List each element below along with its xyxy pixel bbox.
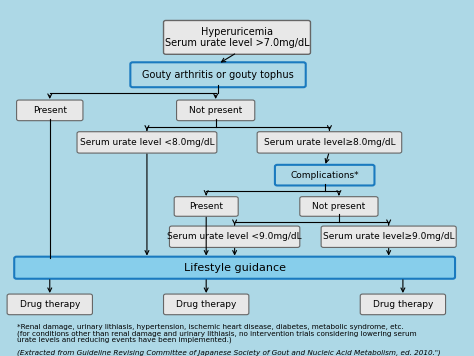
FancyBboxPatch shape xyxy=(164,20,310,54)
Text: Drug therapy: Drug therapy xyxy=(176,300,237,309)
Text: Present: Present xyxy=(33,106,67,115)
FancyBboxPatch shape xyxy=(321,226,456,247)
Text: Gouty arthritis or gouty tophus: Gouty arthritis or gouty tophus xyxy=(142,70,294,80)
FancyBboxPatch shape xyxy=(77,132,217,153)
Text: (Extracted from Guideline Revising Committee of Japanese Society of Gout and Nuc: (Extracted from Guideline Revising Commi… xyxy=(17,350,440,356)
Text: Complications*: Complications* xyxy=(291,171,359,180)
FancyBboxPatch shape xyxy=(169,226,300,247)
FancyBboxPatch shape xyxy=(164,294,249,315)
Text: Drug therapy: Drug therapy xyxy=(19,300,80,309)
FancyBboxPatch shape xyxy=(275,165,374,185)
FancyBboxPatch shape xyxy=(360,294,446,315)
Text: Drug therapy: Drug therapy xyxy=(373,300,433,309)
Text: Hyperuricemia
Serum urate level >7.0mg/dL: Hyperuricemia Serum urate level >7.0mg/d… xyxy=(164,27,310,48)
Text: Not present: Not present xyxy=(189,106,242,115)
Text: Serum urate level <8.0mg/dL: Serum urate level <8.0mg/dL xyxy=(80,138,214,147)
FancyBboxPatch shape xyxy=(17,100,83,121)
Text: (for conditions other than renal damage and urinary lithiasis, no intervention t: (for conditions other than renal damage … xyxy=(17,330,416,337)
Text: Present: Present xyxy=(189,202,223,211)
Text: urate levels and reducing events have been implemented.): urate levels and reducing events have be… xyxy=(17,337,231,343)
FancyBboxPatch shape xyxy=(130,62,306,87)
FancyBboxPatch shape xyxy=(14,257,455,279)
FancyBboxPatch shape xyxy=(176,100,255,121)
Text: Not present: Not present xyxy=(312,202,365,211)
FancyBboxPatch shape xyxy=(257,132,401,153)
Text: Serum urate level≥9.0mg/dL: Serum urate level≥9.0mg/dL xyxy=(323,232,455,241)
FancyBboxPatch shape xyxy=(174,197,238,216)
Text: Serum urate level <9.0mg/dL: Serum urate level <9.0mg/dL xyxy=(167,232,302,241)
FancyBboxPatch shape xyxy=(7,294,92,315)
Text: *Renal damage, urinary lithiasis, hypertension, ischemic heart disease, diabetes: *Renal damage, urinary lithiasis, hypert… xyxy=(17,324,403,330)
FancyBboxPatch shape xyxy=(300,197,378,216)
Text: Serum urate level≥8.0mg/dL: Serum urate level≥8.0mg/dL xyxy=(264,138,395,147)
Text: Lifestyle guidance: Lifestyle guidance xyxy=(183,263,286,273)
